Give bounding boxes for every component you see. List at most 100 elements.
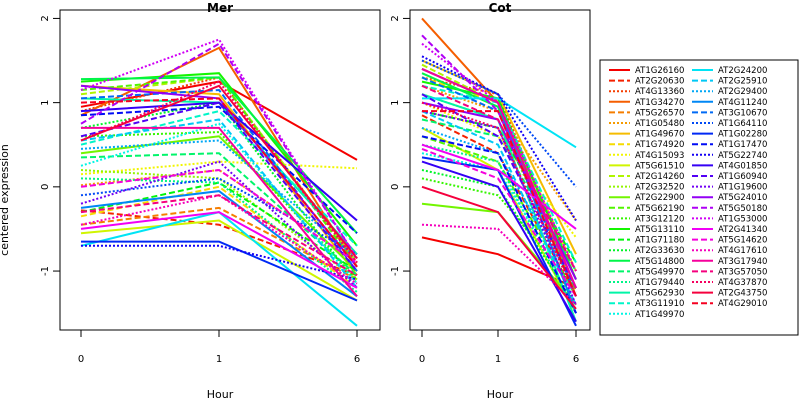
series-line-cot-at5g22740 xyxy=(421,55,577,222)
legend-label: AT4G17610 xyxy=(718,246,767,256)
legend-label: AT1G71180 xyxy=(635,236,684,246)
legend-item: AT1G49970 xyxy=(609,310,684,320)
y-tick-label-mer-0: 0 xyxy=(40,184,51,190)
y-axis-label: centered expression xyxy=(0,144,11,256)
legend-label: AT4G15093 xyxy=(635,151,684,161)
legend-item: AT1G79440 xyxy=(609,278,684,288)
series-line-cot-at1g74920 xyxy=(421,76,577,272)
plot-area-cot: 0 1 6 -1 0 1 2 xyxy=(390,15,579,365)
legend-label: AT4G01850 xyxy=(718,161,767,171)
legend-label: AT3G17940 xyxy=(718,257,767,267)
series-line-mer-at4g29010 xyxy=(80,97,358,268)
plot-frame-mer xyxy=(59,9,381,331)
legend-item: AT1G60940 xyxy=(692,172,767,182)
legend-label: AT5G14620 xyxy=(718,236,767,246)
series-line-mer-at5g14620 xyxy=(80,168,358,264)
series-line-mer-at5g49970 xyxy=(80,152,358,277)
legend-item: AT1G64110 xyxy=(692,119,767,129)
legend-box xyxy=(599,59,799,336)
legend-label: AT5G50180 xyxy=(718,204,767,214)
legend-item: AT2G22900 xyxy=(609,193,684,203)
legend-label: AT3G57050 xyxy=(718,267,767,277)
legend-item: AT2G43750 xyxy=(692,289,767,299)
panel-cot: Cot 0 1 6 -1 0 1 2 Hour xyxy=(390,1,591,400)
legend-label: AT3G11910 xyxy=(635,299,684,309)
x-tick-label-cot-0: 0 xyxy=(419,354,425,365)
series-line-cot-at2g43750 xyxy=(421,185,577,310)
series-line-mer-at1g17470 xyxy=(80,105,358,234)
legend-item: AT2G24200 xyxy=(692,66,767,76)
legend-item: AT1G05480 xyxy=(609,119,684,129)
legend-item: AT4G15093 xyxy=(609,151,684,161)
x-tick-label-mer-0: 0 xyxy=(78,354,84,365)
series-line-cot-at2g24200 xyxy=(422,97,577,149)
legend-item: AT5G13110 xyxy=(609,225,684,235)
series-line-mer-at4g01850 xyxy=(80,101,358,222)
legend-label: AT5G49970 xyxy=(635,267,684,277)
legend-label: AT2G20630 xyxy=(635,77,684,87)
legend-item: AT5G14620 xyxy=(692,236,767,246)
legend-label: AT4G37870 xyxy=(718,278,767,288)
legend-label: AT2G22900 xyxy=(635,193,684,203)
legend-label: AT1G60940 xyxy=(718,172,767,182)
x-tick-label-cot-6: 6 xyxy=(573,354,579,365)
legend-item: AT2G29400 xyxy=(692,87,767,97)
series-line-mer-at5g50180 xyxy=(80,42,358,259)
legend-label: AT5G13110 xyxy=(635,225,684,235)
legend-item: AT1G19600 xyxy=(692,183,767,193)
legend-label: AT4G13360 xyxy=(635,87,684,97)
series-line-mer-at2g43750 xyxy=(80,84,358,260)
legend-label: AT1G49670 xyxy=(635,130,684,140)
legend-label: AT4G11240 xyxy=(718,98,767,108)
legend-label: AT2G43750 xyxy=(718,289,767,299)
series-line-mer-at2g22900 xyxy=(80,135,358,272)
legend-label: AT1G19600 xyxy=(718,183,767,193)
legend-item: AT2G41340 xyxy=(692,225,767,235)
legend-label: AT2G14260 xyxy=(635,172,684,182)
panel-title-mer: Mer xyxy=(207,1,233,15)
x-tick-label-cot-1: 1 xyxy=(495,354,501,365)
series-line-mer-at4g11240 xyxy=(80,190,358,298)
legend-label: AT5G26570 xyxy=(635,108,684,118)
legend-item: AT1G53000 xyxy=(692,214,767,224)
legend-label: AT1G05480 xyxy=(635,119,684,129)
legend-item: AT5G50180 xyxy=(692,204,767,214)
legend-label: AT1G53000 xyxy=(718,214,767,224)
series-line-mer-at1g60940 xyxy=(80,101,358,272)
legend-item: AT5G49970 xyxy=(609,267,684,277)
series-line-mer-at1g53000 xyxy=(80,38,358,259)
legend-item: AT3G12120 xyxy=(609,214,684,224)
legend-label: AT3G10670 xyxy=(718,108,767,118)
series-line-mer-at5g26570 xyxy=(80,206,358,281)
legend-item: AT1G49670 xyxy=(609,130,684,140)
legend-label: AT5G62930 xyxy=(635,289,684,299)
legend-label: AT5G24010 xyxy=(718,193,767,203)
y-tick-label-mer--1: -1 xyxy=(40,266,51,276)
series-line-mer-at2g25910 xyxy=(80,118,358,289)
legend-item: AT3G10670 xyxy=(692,108,767,118)
plot-frame-cot xyxy=(409,9,591,331)
series-line-mer-at3g17940 xyxy=(81,126,358,297)
legend-item: AT2G32520 xyxy=(609,183,684,193)
x-tick-label-mer-6: 6 xyxy=(354,354,360,365)
series-line-cot-at5g50180 xyxy=(421,34,577,289)
series-line-cot-at1g79440 xyxy=(421,143,577,314)
legend-item: AT2G25910 xyxy=(692,77,767,87)
legend-label: AT5G62190 xyxy=(635,204,684,214)
x-axis-label-mer: Hour xyxy=(207,388,234,400)
series-line-cot-at4g15093 xyxy=(421,101,577,239)
legend-item: AT5G22740 xyxy=(692,151,767,161)
y-tick-label-cot--1: -1 xyxy=(390,266,401,276)
legend-label: AT2G29400 xyxy=(718,87,767,97)
series-line-cot-at2g25910 xyxy=(421,110,577,306)
legend-item: AT2G33630 xyxy=(609,246,684,256)
legend-item: AT1G26160 xyxy=(609,66,684,76)
legend-label: AT1G64110 xyxy=(718,119,767,129)
y-tick-label-mer-1: 1 xyxy=(40,99,51,105)
y-tick-label-cot-1: 1 xyxy=(390,99,401,105)
legend-label: AT1G79440 xyxy=(635,278,684,288)
legend-label: AT5G61510 xyxy=(635,161,684,171)
series-line-cot-at1g17470 xyxy=(421,135,577,314)
series-line-cot-at3g17940 xyxy=(421,67,577,289)
